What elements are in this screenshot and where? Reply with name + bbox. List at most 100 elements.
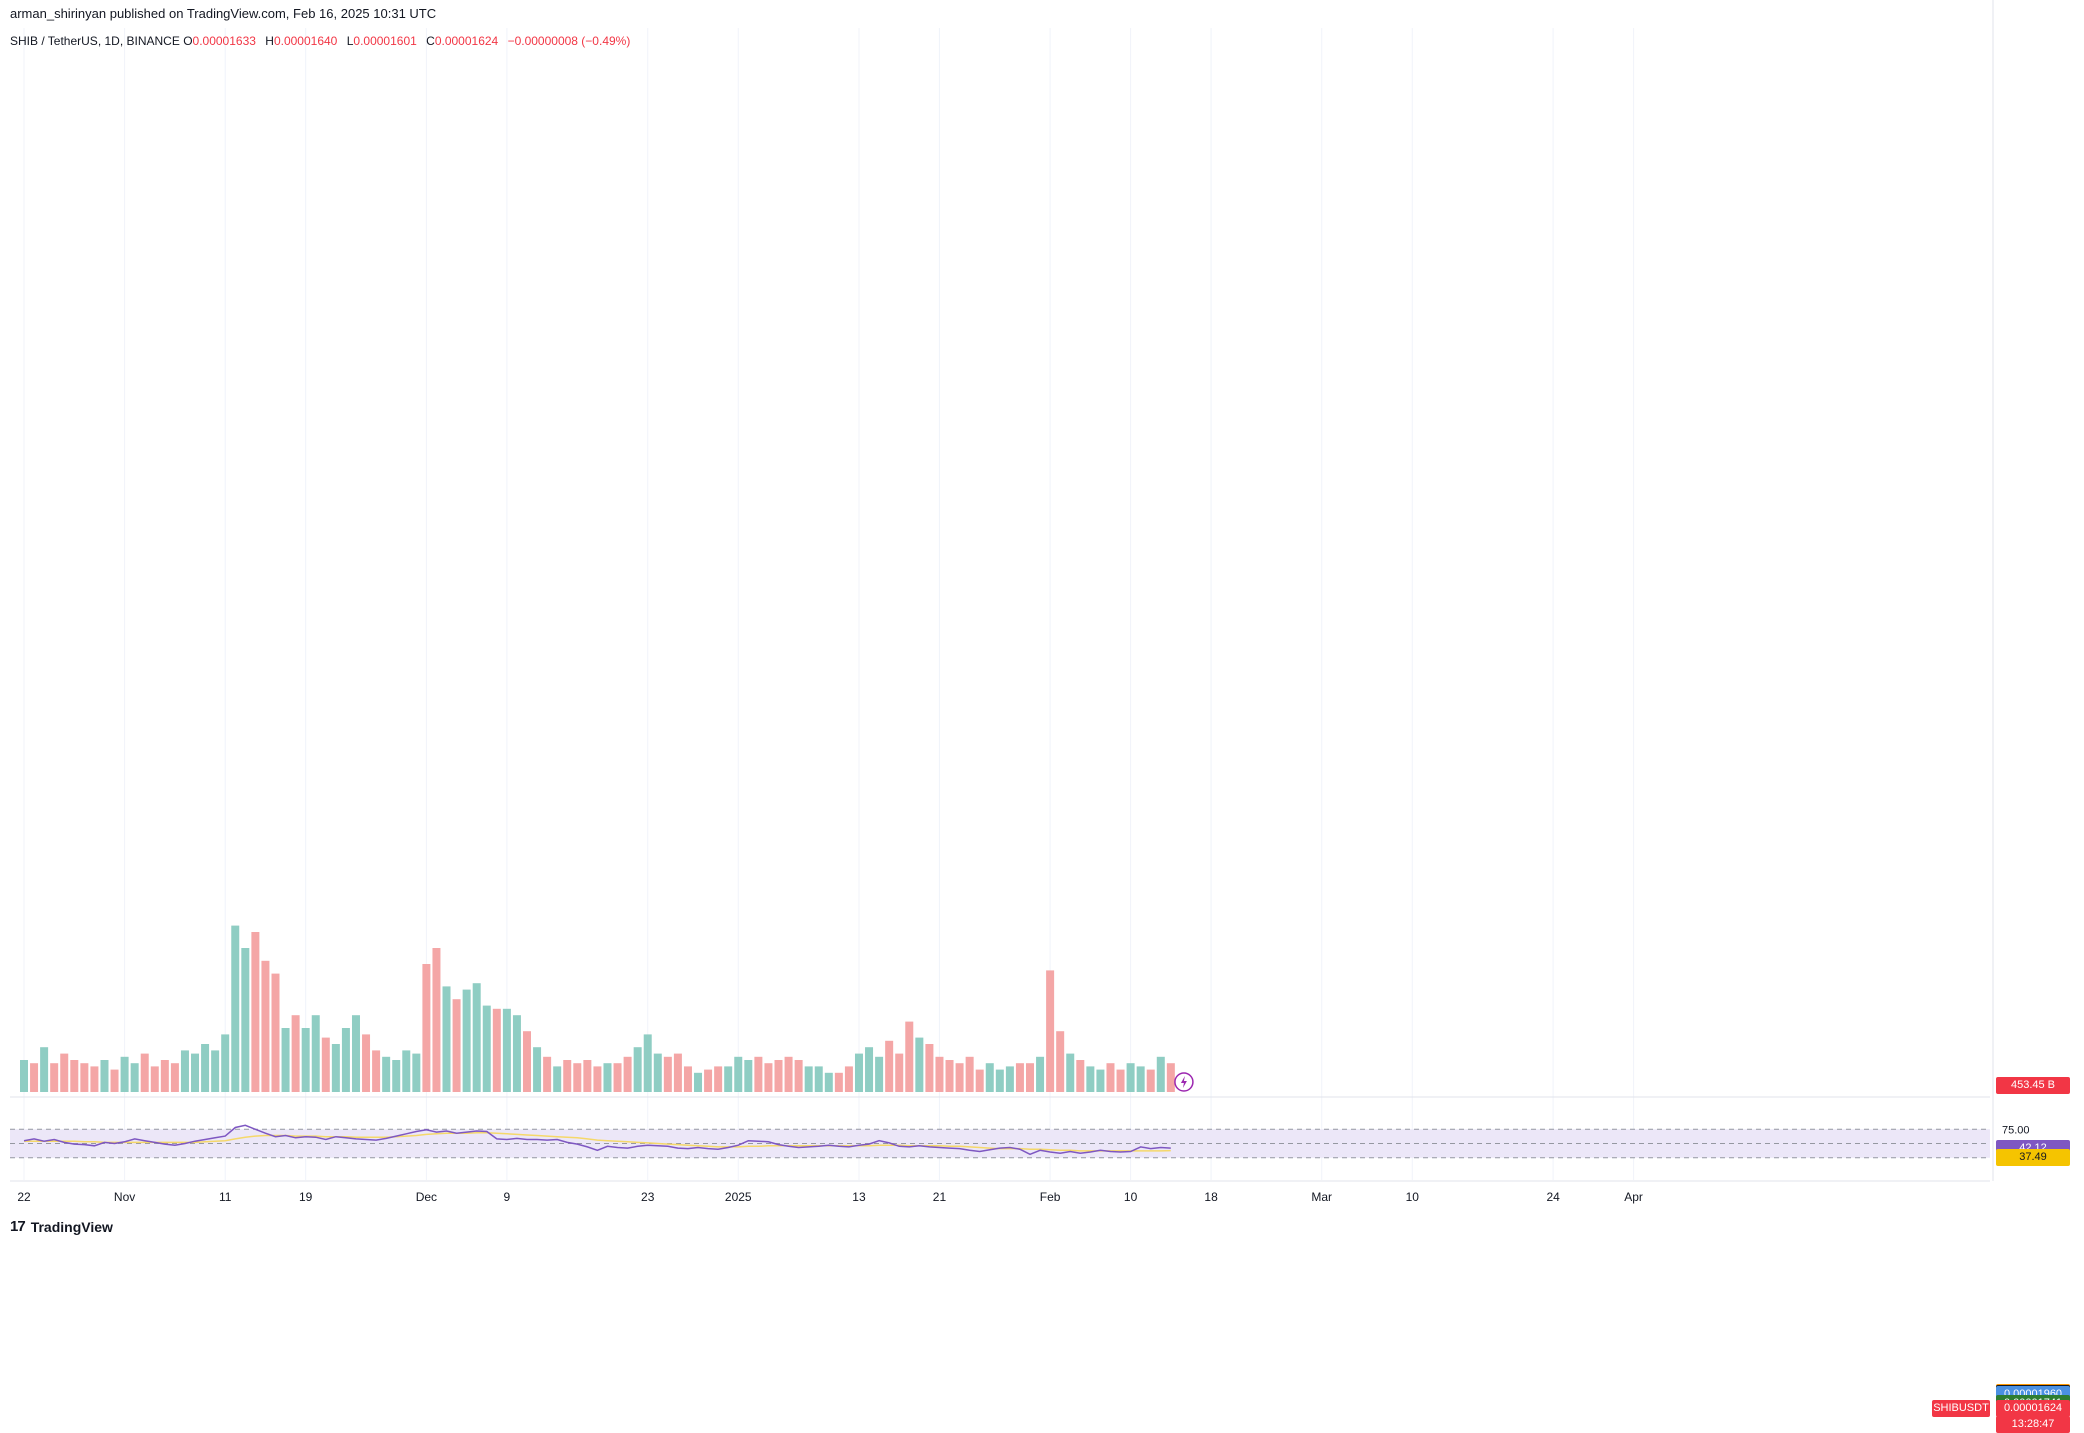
volume-bar xyxy=(885,1040,894,1092)
rsi-ma-tag: 37.49 xyxy=(1996,1149,2070,1167)
time-axis[interactable]: 22 Nov 11 19 Dec 9 23 2025 13 21 Feb 10 18 Mar 10 24 Apr xyxy=(17,1190,1643,1204)
volume-bar xyxy=(1056,1031,1065,1092)
volume-bar xyxy=(865,1047,874,1092)
volume-bar xyxy=(180,1050,189,1092)
low-label: L xyxy=(346,34,354,48)
volume-bar xyxy=(734,1056,743,1092)
volume-bar xyxy=(724,1066,733,1092)
volume-bar xyxy=(714,1066,723,1092)
volume-bar xyxy=(392,1060,401,1092)
volume-bar xyxy=(543,1056,552,1092)
volume-bar xyxy=(834,1072,843,1092)
volume-bar xyxy=(30,1063,39,1092)
time-tick-label: 2025 xyxy=(725,1190,752,1204)
volume-bar xyxy=(613,1063,622,1092)
volume-bar xyxy=(50,1063,59,1092)
symbol-ohlc-line: SHIB / TetherUS, 1D, BINANCE O0.00001633… xyxy=(10,34,636,48)
time-tick-label: Feb xyxy=(1040,1190,1061,1204)
volume-bar xyxy=(1116,1069,1125,1092)
symbol-tag: SHIBUSDT xyxy=(1932,1399,1990,1417)
volume-bar xyxy=(643,1034,652,1092)
volume-bar xyxy=(854,1053,863,1092)
volume-bar xyxy=(120,1056,129,1092)
volume-bar xyxy=(754,1056,763,1092)
open-value: 0.00001633 xyxy=(192,34,256,48)
volume-bar xyxy=(40,1047,49,1092)
publisher-line: arman_shirinyan published on TradingView… xyxy=(10,6,437,21)
time-tick-label: 10 xyxy=(1124,1190,1138,1204)
volume-bar xyxy=(663,1056,672,1092)
volume-bar xyxy=(502,1008,511,1092)
close-label: C xyxy=(426,34,435,48)
high-label: H xyxy=(265,34,274,48)
volume-bar xyxy=(744,1060,753,1092)
volume-bar xyxy=(382,1056,391,1092)
volume-bar xyxy=(1166,1063,1175,1092)
time-tick-label: 18 xyxy=(1204,1190,1218,1204)
volume-bar xyxy=(160,1060,169,1092)
volume-bar xyxy=(915,1037,924,1092)
volume-bar xyxy=(412,1053,421,1092)
volume-bar xyxy=(1146,1069,1155,1092)
volume-bar xyxy=(100,1060,109,1092)
volume-bar xyxy=(301,1028,310,1092)
volume-bar xyxy=(784,1056,793,1092)
volume-bar xyxy=(140,1053,149,1092)
countdown-tag: 13:28:47 xyxy=(1996,1415,2070,1433)
time-tick-label: Nov xyxy=(114,1190,135,1204)
volume-bar xyxy=(583,1060,592,1092)
volume-bar xyxy=(814,1066,823,1092)
tradingview-brand: TradingView xyxy=(30,1218,113,1235)
volume-bar xyxy=(553,1066,562,1092)
chart-canvas[interactable]: 0.000036000.000035000.000034000.00003300… xyxy=(0,0,2084,1243)
volume-bar xyxy=(995,1069,1004,1092)
volume-bar xyxy=(331,1044,340,1092)
volume-bar xyxy=(653,1053,662,1092)
volume-bar xyxy=(241,948,250,1092)
tradingview-logo-icon: 17 xyxy=(10,1218,26,1235)
volume-bar xyxy=(945,1060,954,1092)
lightning-glyph xyxy=(1180,1076,1187,1088)
volume-bar xyxy=(442,986,451,1092)
symbol-name[interactable]: SHIB / TetherUS, 1D, BINANCE xyxy=(10,34,180,48)
volume-bar xyxy=(80,1063,89,1092)
volume-bar xyxy=(965,1056,974,1092)
volume-bar xyxy=(462,989,471,1092)
volume-bar xyxy=(1076,1060,1085,1092)
volume-bar xyxy=(925,1044,934,1092)
volume-bar xyxy=(875,1056,884,1092)
volume-bar xyxy=(90,1066,99,1092)
volume-bars xyxy=(20,925,1175,1092)
volume-bar xyxy=(492,1008,501,1092)
volume-bar xyxy=(20,1060,28,1092)
volume-bar xyxy=(150,1066,159,1092)
time-tick-label: 23 xyxy=(641,1190,655,1204)
volume-bar xyxy=(130,1063,139,1092)
volume-bar xyxy=(804,1066,813,1092)
time-tick-label: 11 xyxy=(219,1190,232,1204)
volume-bar xyxy=(1106,1063,1115,1092)
volume-bar xyxy=(844,1066,853,1092)
volume-bar xyxy=(533,1047,542,1092)
high-value: 0.00001640 xyxy=(273,34,338,48)
rsi-tick-label: 75.00 xyxy=(2002,1124,2030,1136)
grid-lines xyxy=(10,0,1994,1182)
chart-overlays xyxy=(1174,1072,1194,1092)
volume-bar xyxy=(170,1063,179,1092)
rsi-panel xyxy=(10,1124,1990,1159)
time-tick-label: 9 xyxy=(504,1190,511,1204)
volume-bar xyxy=(512,1015,521,1092)
volume-bar xyxy=(1086,1066,1095,1092)
volume-bar xyxy=(402,1050,411,1092)
volume-bar xyxy=(261,960,270,1092)
tradingview-logo[interactable]: 17 TradingView xyxy=(10,1218,113,1235)
volume-tag: 453.45 B xyxy=(1996,1076,2070,1094)
volume-bar xyxy=(231,925,240,1092)
rsi-ma-line xyxy=(24,1131,1171,1152)
volume-bar xyxy=(1096,1069,1105,1092)
volume-bar xyxy=(472,983,481,1092)
volume-bar xyxy=(895,1053,904,1092)
volume-bar xyxy=(905,1021,914,1092)
time-tick-label: 22 xyxy=(17,1190,31,1204)
time-tick-label: 19 xyxy=(299,1190,313,1204)
